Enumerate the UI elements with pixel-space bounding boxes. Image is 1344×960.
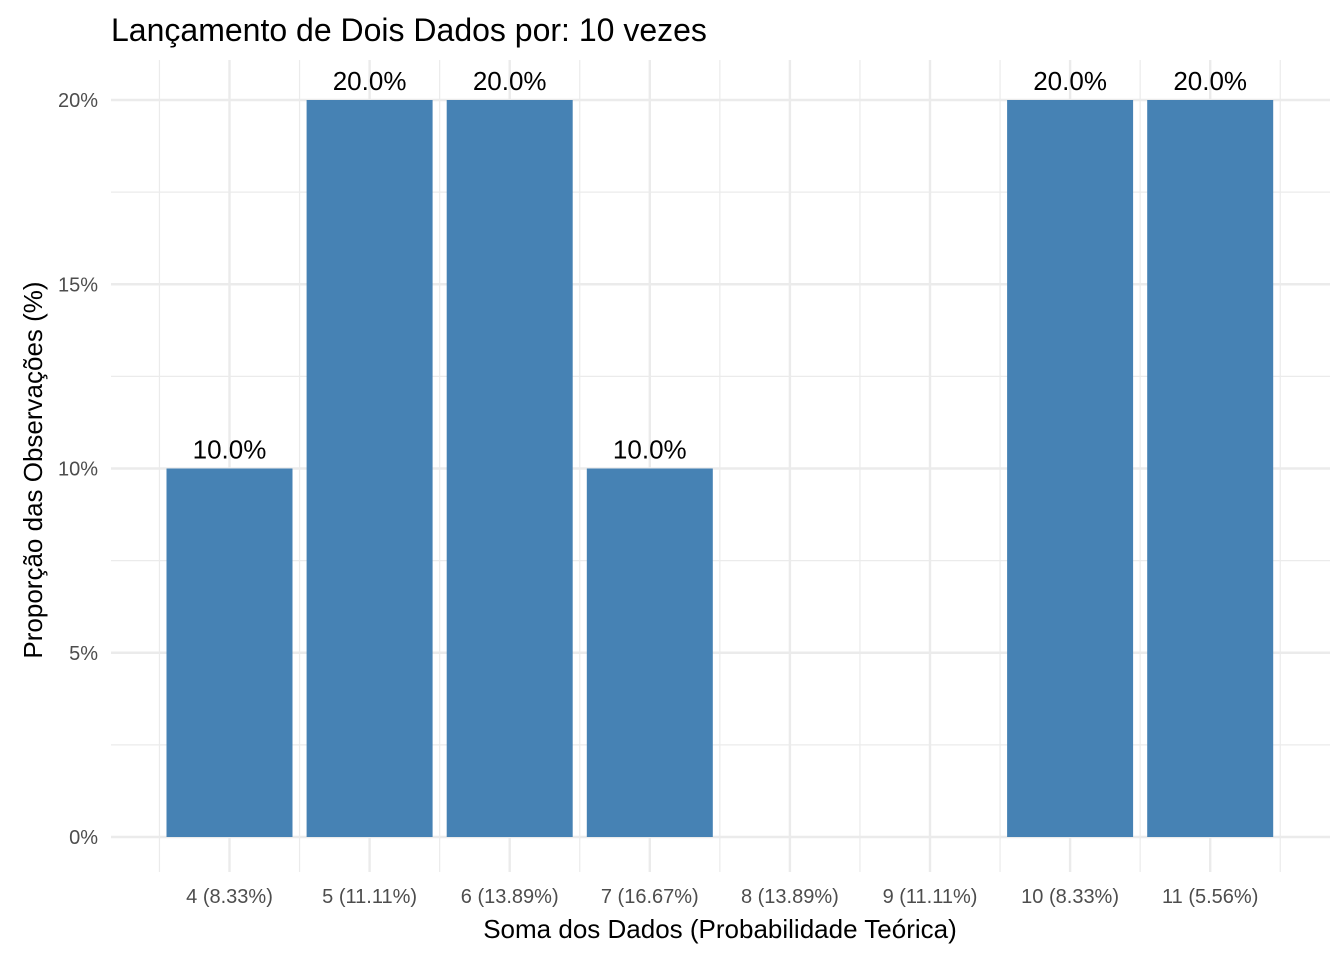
y-tick-label: 20% bbox=[58, 90, 98, 112]
x-tick-label: 11 (5.56%) bbox=[1162, 886, 1258, 908]
grid-lines bbox=[111, 60, 1330, 872]
x-tick-label: 4 (8.33%) bbox=[186, 886, 273, 908]
x-tick-label: 10 (8.33%) bbox=[1021, 886, 1119, 908]
bar-value-label: 20.0% bbox=[1173, 66, 1247, 96]
y-tick-label: 15% bbox=[58, 274, 98, 296]
bar-value-label: 10.0% bbox=[613, 435, 687, 465]
bar-value-label: 10.0% bbox=[193, 435, 267, 465]
x-tick-label: 5 (11.11%) bbox=[322, 886, 417, 908]
bars bbox=[166, 100, 1274, 837]
x-tick-label: 9 (11.11%) bbox=[883, 886, 978, 908]
x-tick-label: 6 (13.89%) bbox=[461, 886, 559, 908]
bar bbox=[1147, 100, 1274, 837]
bar bbox=[1007, 100, 1134, 837]
bar bbox=[306, 100, 433, 837]
x-axis-ticks: 4 (8.33%) 5 (11.11%) 6 (13.89%) 7 (16.67%) 8… bbox=[186, 886, 1258, 908]
data-labels: 10.0% 20.0% 20.0% 10.0% 20.0% 20.0% bbox=[193, 66, 1247, 465]
y-axis-title: Proporção das Observações (%) bbox=[18, 281, 48, 658]
y-tick-label: 10% bbox=[58, 459, 98, 481]
chart-title: Lançamento de Dois Dados por: 10 vezes bbox=[111, 12, 707, 48]
x-tick-label: 8 (13.89%) bbox=[741, 886, 839, 908]
bar bbox=[586, 468, 713, 837]
bar bbox=[166, 468, 293, 837]
x-tick-label: 7 (16.67%) bbox=[601, 886, 699, 908]
bar-value-label: 20.0% bbox=[1033, 66, 1107, 96]
bar-value-label: 20.0% bbox=[333, 66, 407, 96]
y-tick-label: 5% bbox=[69, 643, 98, 665]
bar-value-label: 20.0% bbox=[473, 66, 547, 96]
x-axis-title: Soma dos Dados (Probabilidade Teórica) bbox=[483, 914, 957, 944]
bar bbox=[446, 100, 573, 837]
y-axis-ticks: 0% 5% 10% 15% 20% bbox=[58, 90, 98, 849]
y-tick-label: 0% bbox=[69, 827, 98, 849]
